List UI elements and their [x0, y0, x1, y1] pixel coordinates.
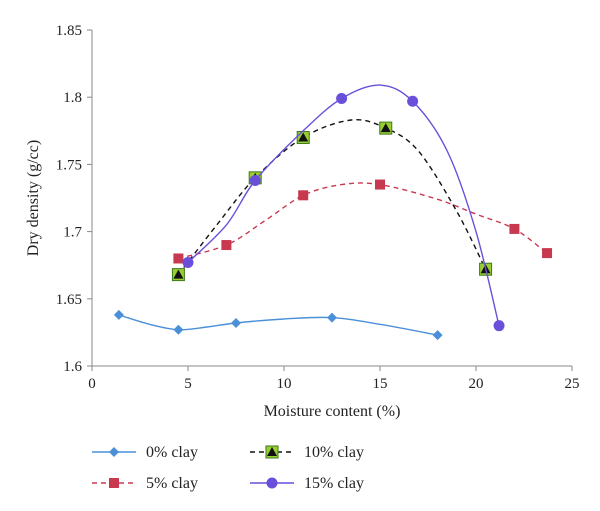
x-tick-label: 25 — [565, 376, 580, 392]
data-point — [173, 253, 184, 264]
x-tick-label: 10 — [277, 376, 292, 392]
series-line — [118, 314, 438, 336]
data-point — [173, 324, 184, 335]
x-tick-label: 5 — [184, 376, 192, 392]
legend-item: 15% clay — [250, 475, 364, 492]
data-point-triangle — [380, 123, 391, 133]
data-point — [336, 93, 348, 105]
y-tick-label: 1.65 — [56, 292, 82, 308]
data-point — [432, 330, 443, 341]
data-point — [113, 309, 124, 320]
data-point — [493, 320, 505, 332]
y-tick-label: 1.7 — [63, 225, 82, 241]
legend-marker — [109, 478, 119, 488]
legend-marker — [266, 477, 278, 489]
data-point — [407, 95, 419, 107]
y-axis-title: Dry density (g/cc) — [25, 140, 42, 256]
y-tick-label: 1.75 — [56, 157, 82, 173]
data-point — [182, 257, 194, 269]
data-point — [221, 240, 232, 251]
legend-marker-triangle — [267, 447, 277, 456]
data-point-triangle — [173, 269, 184, 279]
series-diamond — [113, 309, 443, 341]
series-line — [187, 84, 500, 326]
legend-label: 0% clay — [146, 444, 198, 461]
legend-item: 5% clay — [92, 475, 198, 492]
series-square — [173, 179, 553, 264]
data-point — [249, 175, 261, 187]
axes — [91, 30, 572, 367]
legend-label: 15% clay — [304, 475, 364, 492]
x-axis-title: Moisture content (%) — [264, 403, 401, 420]
legend-marker — [109, 447, 119, 457]
y-tick-label: 1.85 — [56, 23, 82, 39]
legend-item: 10% clay — [250, 444, 364, 461]
data-point — [327, 312, 337, 323]
series-circle — [182, 84, 505, 332]
data-point — [298, 190, 309, 201]
x-tick-label: 0 — [88, 376, 96, 392]
y-tick-label: 1.6 — [63, 359, 82, 375]
data-point-triangle — [298, 132, 309, 142]
series-line — [177, 119, 487, 276]
series-layer — [113, 84, 553, 341]
legend: 0% clay 5% clay 10% clay 15% clay — [92, 444, 364, 492]
data-point — [542, 248, 553, 259]
series-line — [178, 182, 548, 260]
data-point — [509, 223, 520, 234]
data-point — [375, 179, 385, 190]
x-tick-label: 15 — [373, 376, 388, 392]
x-tick-label: 20 — [469, 376, 484, 392]
data-point — [231, 317, 241, 328]
legend-item: 0% clay — [92, 444, 198, 461]
legend-label: 10% clay — [304, 444, 364, 461]
legend-label: 5% clay — [146, 475, 198, 492]
ticks: 0 5 10 15 20 25 1.6 1.65 1.7 1.75 1.8 1.85 — [56, 23, 580, 392]
y-tick-label: 1.8 — [63, 90, 82, 106]
